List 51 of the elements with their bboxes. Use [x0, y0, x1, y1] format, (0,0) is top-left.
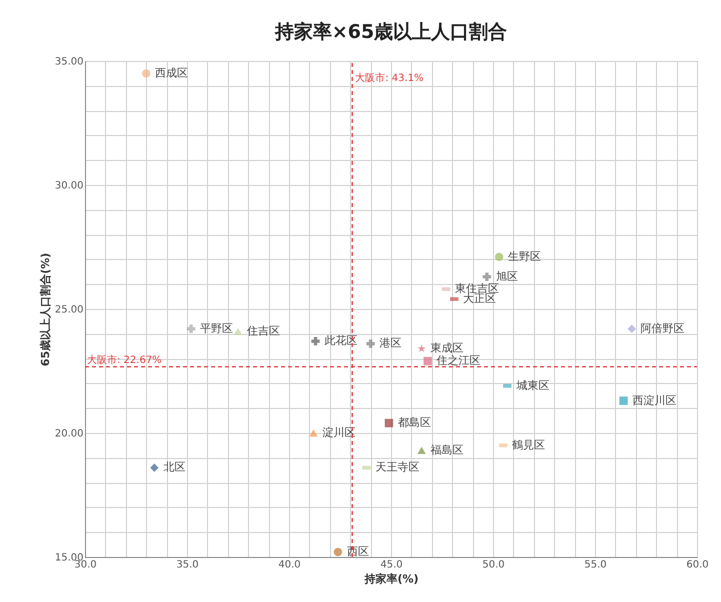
- x-axis-title: 持家率(%): [363, 572, 419, 586]
- series-label: 西成区: [155, 66, 188, 80]
- series-label: 住吉区: [247, 324, 280, 338]
- series-label: 旭区: [496, 270, 518, 283]
- x-tick-label: 45.0: [380, 560, 403, 570]
- series-label: 港区: [380, 336, 402, 350]
- series-label: 城東区: [515, 378, 550, 392]
- ref-line-label: 大阪市: 22.67%: [87, 354, 162, 366]
- y-tick-label: 25.00: [54, 304, 84, 316]
- x-tick-label: 60.0: [686, 560, 709, 570]
- series-label: 生野区: [508, 250, 542, 263]
- series-label: 福島区: [430, 443, 464, 456]
- series-label: 大正区: [463, 292, 496, 306]
- series-label: 都島区: [398, 416, 431, 430]
- point: [628, 324, 636, 334]
- series-label: 淀川区: [322, 426, 356, 439]
- point: [619, 396, 628, 405]
- point: [482, 272, 492, 281]
- point: [417, 446, 426, 454]
- point: [186, 324, 196, 334]
- series-label: 鶴見区: [512, 438, 546, 452]
- y-tick-label: 35.00: [54, 56, 84, 68]
- x-tick-label: 40.0: [278, 560, 301, 570]
- y-axis-title: 65歳以上人口割合(%): [38, 252, 52, 366]
- series-label: 西淀川区: [632, 394, 677, 407]
- series-label: 東成区: [430, 342, 464, 355]
- x-tick-label: 35.0: [176, 560, 199, 570]
- series-label: 北区: [163, 460, 186, 474]
- point: [384, 418, 394, 428]
- y-tick-label: 30.00: [54, 180, 84, 192]
- point: [150, 464, 159, 472]
- series-label: 天王寺区: [376, 460, 420, 474]
- point: [309, 429, 318, 437]
- series-label: 此花区: [324, 334, 358, 348]
- series-label: 平野区: [200, 322, 234, 335]
- ref-line-label: 大阪市: 43.1%: [355, 72, 424, 84]
- point: [311, 337, 320, 346]
- point: [494, 252, 504, 262]
- point: [234, 328, 242, 335]
- y-tick-label: 20.00: [54, 428, 84, 440]
- x-tick-label: 50.0: [482, 560, 505, 570]
- point: [424, 356, 432, 366]
- point: [418, 344, 426, 352]
- series-label: 住之江区: [436, 354, 481, 368]
- series-label: 西区: [346, 545, 369, 558]
- point: [366, 340, 375, 348]
- chart-title: 持家率×65歳以上人口割合: [274, 21, 508, 43]
- series-label: 阿倍野区: [640, 322, 685, 335]
- point: [334, 548, 342, 556]
- x-tick-label: 55.0: [584, 560, 607, 570]
- point: [142, 69, 150, 78]
